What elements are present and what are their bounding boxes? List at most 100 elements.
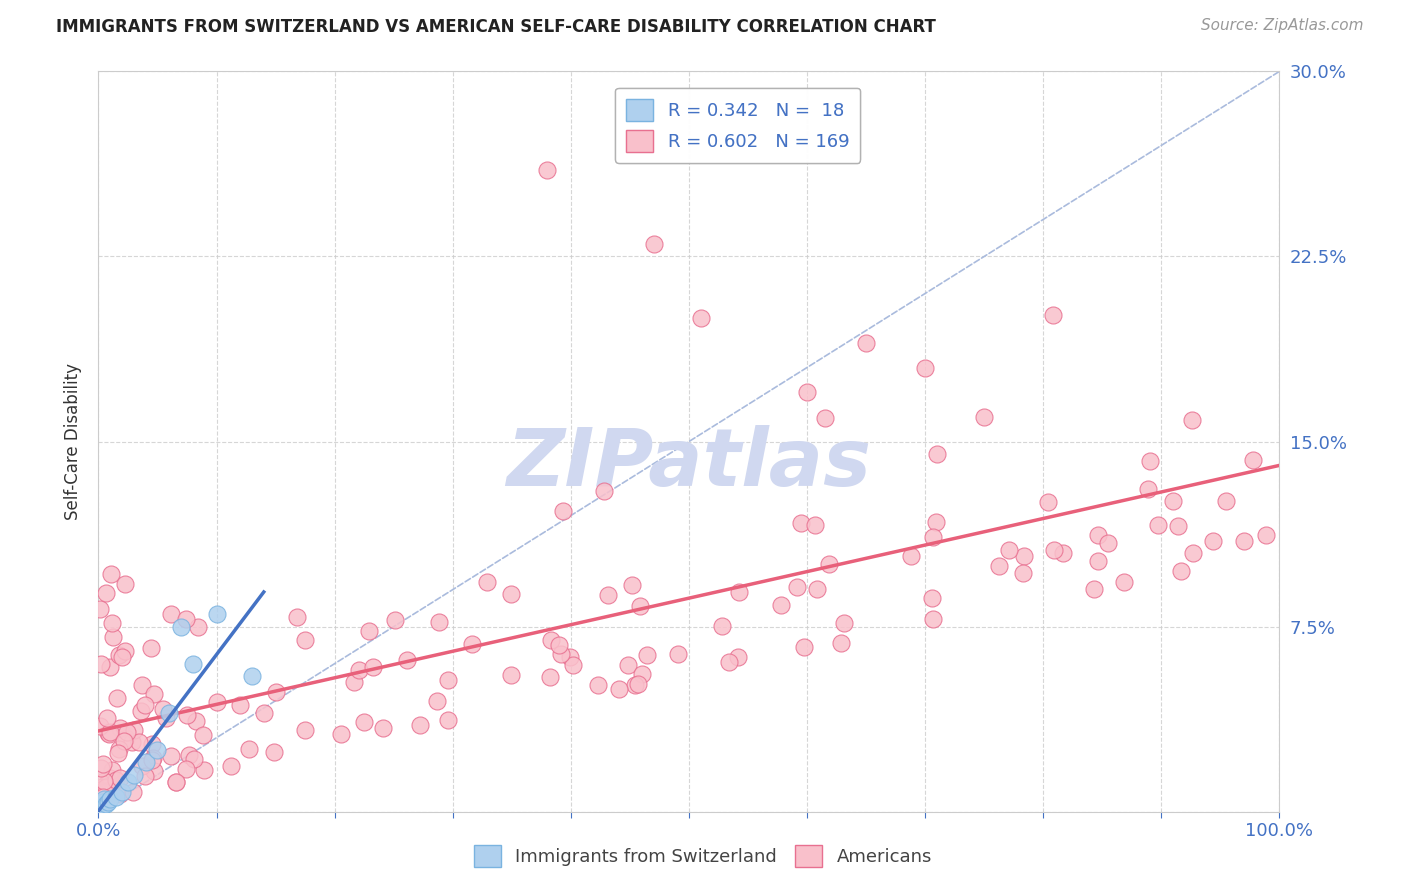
Point (1052, 546, 1074, 560)
Point (806, 582, 828, 596)
Point (176, 707, 198, 722)
Point (108, 788, 131, 802)
Point (1011, 566, 1033, 580)
Point (987, 559, 1010, 574)
Point (97, 726, 120, 740)
Point (790, 516, 813, 530)
Point (121, 785, 143, 799)
Point (1087, 554, 1109, 568)
Point (1087, 528, 1109, 542)
Point (94, 797, 117, 812)
Point (1161, 494, 1184, 508)
Point (135, 756, 157, 770)
Point (598, 588, 620, 602)
Point (353, 715, 375, 730)
Point (117, 775, 139, 789)
Point (900, 549, 922, 564)
Point (973, 409, 995, 424)
Point (1167, 518, 1189, 533)
Point (89, 719, 111, 733)
Point (93, 792, 115, 806)
Point (689, 311, 711, 326)
Point (922, 612, 945, 626)
Point (205, 695, 228, 709)
Point (91, 799, 114, 814)
Point (110, 771, 132, 785)
Point (90, 657, 112, 672)
Point (1038, 495, 1060, 509)
Point (131, 678, 153, 692)
Point (165, 775, 187, 789)
Point (121, 735, 143, 749)
Point (141, 737, 163, 751)
Point (98, 792, 121, 806)
Point (330, 726, 353, 740)
Point (187, 619, 209, 633)
Point (592, 483, 614, 498)
Point (155, 711, 177, 725)
Point (1202, 534, 1225, 549)
Point (727, 585, 749, 599)
Text: Source: ZipAtlas.com: Source: ZipAtlas.com (1201, 18, 1364, 33)
Point (264, 685, 287, 699)
Point (1181, 413, 1204, 427)
Point (253, 706, 276, 720)
Point (624, 678, 647, 692)
Point (620, 578, 643, 592)
Point (1254, 528, 1277, 542)
Point (96, 784, 118, 798)
Point (91, 795, 114, 809)
Point (160, 748, 183, 763)
Point (1241, 453, 1264, 467)
Point (914, 360, 936, 375)
Point (129, 704, 152, 718)
Point (814, 410, 837, 425)
Point (427, 615, 450, 629)
Point (114, 644, 136, 658)
Point (627, 677, 650, 691)
Point (804, 518, 827, 533)
Point (538, 670, 561, 684)
Point (540, 633, 562, 648)
Point (221, 758, 243, 772)
Point (141, 640, 163, 655)
Point (409, 717, 432, 731)
Point (1112, 575, 1135, 590)
Point (134, 698, 156, 712)
Point (426, 694, 449, 708)
Point (997, 543, 1019, 558)
Point (786, 580, 808, 594)
Point (101, 630, 124, 644)
Point (628, 599, 651, 614)
Point (100, 763, 122, 777)
Point (91, 786, 114, 800)
Point (769, 598, 792, 612)
Point (111, 650, 134, 665)
Point (91, 780, 114, 794)
Point (96, 711, 118, 725)
Point (193, 763, 215, 777)
Point (1083, 582, 1105, 596)
Point (925, 447, 948, 461)
Point (174, 611, 197, 625)
Point (94, 780, 117, 794)
Point (1215, 494, 1237, 508)
Point (89, 602, 111, 616)
Point (238, 742, 260, 756)
Point (793, 640, 815, 654)
Point (460, 637, 482, 651)
Point (160, 607, 183, 621)
Point (711, 619, 734, 633)
Point (114, 577, 136, 591)
Point (561, 657, 583, 672)
Point (925, 515, 948, 529)
Text: ZIPatlas: ZIPatlas (506, 425, 872, 503)
Point (107, 747, 129, 761)
Point (718, 655, 741, 669)
Point (361, 660, 384, 674)
Point (1043, 542, 1066, 557)
Point (636, 648, 658, 662)
Point (263, 745, 285, 759)
Point (607, 681, 630, 696)
Point (114, 734, 136, 748)
